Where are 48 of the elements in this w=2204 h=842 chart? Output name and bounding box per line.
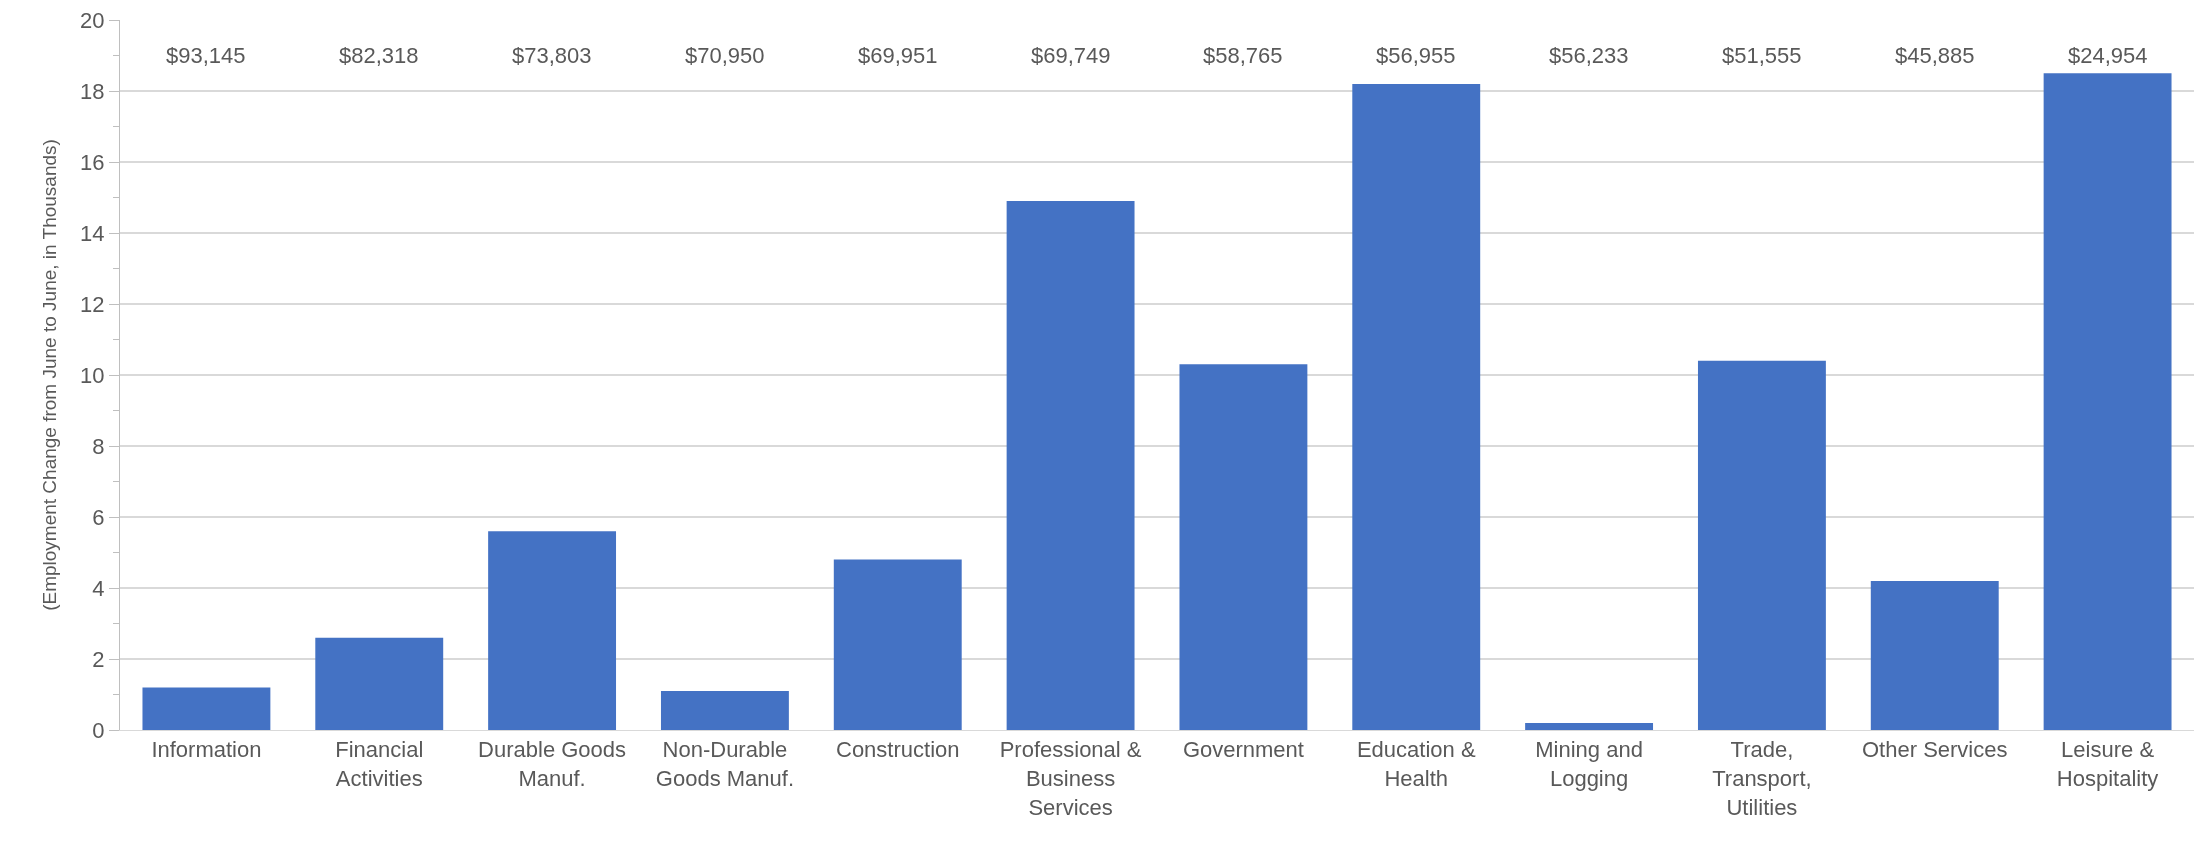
bar [1870,580,1999,730]
bar [1352,83,1481,730]
bar [315,637,444,730]
y-tick-label: 2 [92,646,105,672]
x-tick-label: Mining and Logging [1535,737,1643,791]
y-tick-label: 12 [80,291,105,317]
bar [833,559,962,730]
bar [2043,73,2172,730]
bar [1525,722,1654,730]
x-tick-label: Financial Activities [335,737,424,791]
bar [660,690,789,730]
annotation: $24,954 [2068,43,2148,68]
x-tick-label: Trade, Transport, Utilities [1712,737,1812,820]
y-tick-label: 20 [80,7,105,33]
y-tick-label: 18 [80,78,105,104]
annotation: $73,803 [512,43,592,68]
y-tick-label: 4 [92,575,105,601]
x-tick-label: Non-Durable Goods Manuf. [655,737,795,791]
annotation: $70,950 [685,43,765,68]
annotation: $51,555 [1722,43,1802,68]
x-tick-label: Construction [835,737,960,763]
y-tick-label: 6 [92,504,105,530]
x-tick-label: Durable Goods Manuf. [478,737,627,791]
y-axis-title: (Employment Change from June to June, in Thousands) [38,139,60,611]
x-tick-label: Professional & Business Services [999,737,1142,820]
annotation: $69,749 [1031,43,1111,68]
annotation: $56,955 [1376,43,1456,68]
x-tick-label: Information [151,737,262,763]
bar [142,687,271,730]
annotation: $56,233 [1549,43,1629,68]
annotation: $45,885 [1895,43,1975,68]
annotation: $93,145 [166,43,246,68]
annotation: $69,951 [858,43,938,68]
bar [1006,201,1135,730]
x-tick-label: Education & Health [1356,737,1476,791]
y-tick-label: 14 [80,220,105,246]
bar [1697,360,1826,730]
annotation: $82,318 [339,43,419,68]
y-tick-label: 10 [80,362,105,388]
y-tick-label: 8 [92,433,105,459]
y-tick-label: 16 [80,149,105,175]
y-tick-label: 0 [92,717,105,743]
x-tick-label: Other Services [1862,737,2008,763]
bar [488,531,617,730]
bar [1179,364,1308,730]
annotation: $58,765 [1203,43,1283,68]
x-tick-label: Government [1182,737,1304,763]
x-tick-label: Leisure & Hospitality [2056,737,2159,791]
